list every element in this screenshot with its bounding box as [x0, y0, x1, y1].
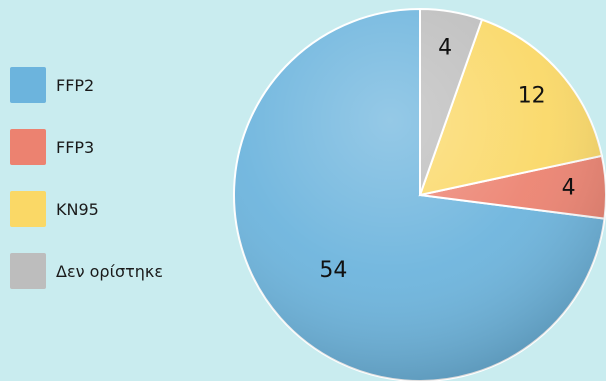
legend-swatch: [10, 129, 46, 165]
legend-swatch: [10, 191, 46, 227]
legend-label: Δεν ορίστηκε: [56, 261, 163, 281]
pie-slice-value-label: 12: [518, 84, 546, 109]
pie-slices: [233, 7, 606, 381]
legend-item-kn95[interactable]: KN95: [10, 190, 163, 228]
pie-slice-value-label: 54: [319, 258, 347, 283]
legend-swatch: [10, 253, 46, 289]
legend-item-unspecified[interactable]: Δεν ορίστηκε: [10, 252, 163, 290]
legend-label: FFP2: [56, 75, 95, 95]
pie-slice-value-label: 4: [562, 176, 576, 201]
pie-slice-value-label: 4: [438, 35, 452, 60]
legend-label: FFP3: [56, 137, 95, 157]
pie-slice-labels: 54 4 12 4: [319, 35, 575, 283]
legend-item-ffp2[interactable]: FFP2: [10, 66, 163, 104]
legend-swatch: [10, 67, 46, 103]
legend-label: KN95: [56, 199, 99, 219]
legend-item-ffp3[interactable]: FFP3: [10, 128, 163, 166]
legend: FFP2 FFP3 KN95 Δεν ορίστηκε: [10, 66, 163, 314]
